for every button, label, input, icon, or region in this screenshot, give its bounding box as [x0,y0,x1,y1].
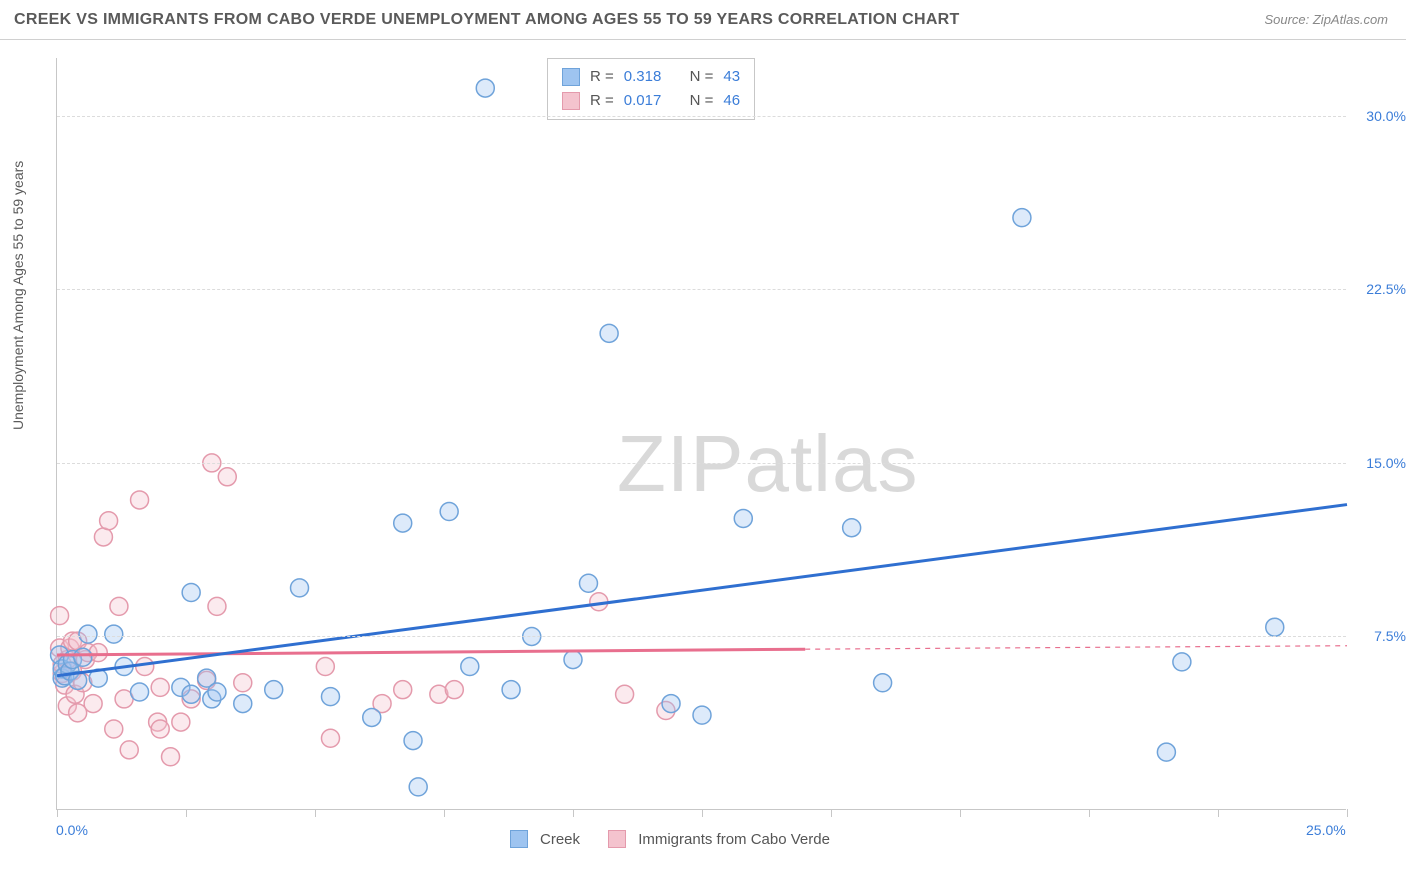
x-tick [315,809,316,817]
data-point [1013,209,1031,227]
trend-line-cabo-dashed [805,646,1347,649]
x-tick-label: 0.0% [56,822,88,838]
legend-label-creek: Creek [540,831,580,848]
x-tick [186,809,187,817]
data-point [1157,743,1175,761]
data-point [182,583,200,601]
data-point [208,597,226,615]
y-tick-label: 22.5% [1366,281,1406,297]
data-point [110,597,128,615]
x-tick [702,809,703,817]
legend-label-cabo: Immigrants from Cabo Verde [638,831,830,848]
data-point [579,574,597,592]
gridline [57,636,1346,637]
data-point [440,503,458,521]
y-tick-label: 30.0% [1366,108,1406,124]
data-point [105,625,123,643]
y-tick-label: 15.0% [1366,455,1406,471]
swatch-cabo [562,92,580,110]
x-tick [1347,809,1348,817]
data-point [131,683,149,701]
data-point [662,695,680,713]
gridline [57,116,1346,117]
data-point [404,732,422,750]
data-point [874,674,892,692]
data-point [445,681,463,699]
gridline [57,289,1346,290]
r-label: R = [590,65,614,89]
r-value-cabo: 0.017 [624,89,662,113]
source-label: Source: ZipAtlas.com [1264,12,1388,27]
stats-box: R = 0.318 N = 43 R = 0.017 N = 46 [547,58,755,120]
data-point [409,778,427,796]
x-tick-label: 25.0% [1306,822,1346,838]
title-bar: CREEK VS IMMIGRANTS FROM CABO VERDE UNEM… [0,0,1406,40]
data-point [131,491,149,509]
data-point [291,579,309,597]
x-tick [573,809,574,817]
data-point [151,720,169,738]
x-tick [1218,809,1219,817]
x-tick [57,809,58,817]
data-point [600,324,618,342]
data-point [394,681,412,699]
trend-line-cabo [57,649,805,655]
data-point [843,519,861,537]
x-tick [1089,809,1090,817]
data-point [316,658,334,676]
data-point [84,695,102,713]
data-point [218,468,236,486]
data-point [1173,653,1191,671]
y-tick-label: 7.5% [1374,628,1406,644]
n-value-cabo: 46 [723,89,740,113]
data-point [734,509,752,527]
data-point [502,681,520,699]
data-point [120,741,138,759]
data-point [94,528,112,546]
data-point [172,713,190,731]
stats-row-cabo: R = 0.017 N = 46 [562,89,740,113]
gridline [57,463,1346,464]
data-point [564,651,582,669]
data-point [693,706,711,724]
n-label: N = [690,89,714,113]
data-point [234,695,252,713]
data-point [105,720,123,738]
data-point [321,688,339,706]
data-point [51,607,69,625]
scatter-chart [57,58,1346,809]
n-value-creek: 43 [723,65,740,89]
data-point [79,625,97,643]
data-point [616,685,634,703]
data-point [394,514,412,532]
y-axis-label: Unemployment Among Ages 55 to 59 years [10,161,26,430]
data-point [182,685,200,703]
swatch-creek [562,68,580,86]
data-point [265,681,283,699]
n-label: N = [690,65,714,89]
data-point [162,748,180,766]
legend-swatch-creek [510,830,528,848]
data-point [234,674,252,692]
x-tick [831,809,832,817]
data-point [151,678,169,696]
data-point [1266,618,1284,636]
x-tick [444,809,445,817]
x-tick [960,809,961,817]
data-point [476,79,494,97]
r-value-creek: 0.318 [624,65,662,89]
data-point [321,729,339,747]
data-point [100,512,118,530]
chart-title: CREEK VS IMMIGRANTS FROM CABO VERDE UNEM… [14,11,960,29]
legend-swatch-cabo [608,830,626,848]
data-point [74,648,92,666]
legend-bottom: Creek Immigrants from Cabo Verde [510,830,830,848]
data-point [363,708,381,726]
plot-area: ZIPatlas R = 0.318 N = 43 R = 0.017 N = … [56,58,1346,810]
data-point [136,658,154,676]
data-point [461,658,479,676]
stats-row-creek: R = 0.318 N = 43 [562,65,740,89]
data-point [208,683,226,701]
r-label: R = [590,89,614,113]
